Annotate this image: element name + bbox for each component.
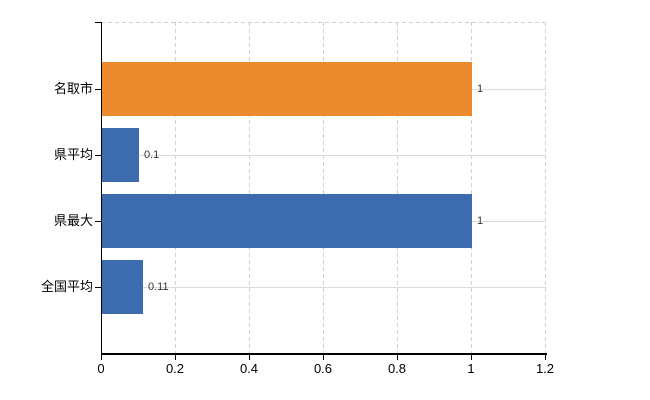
x-axis-tick <box>323 355 324 360</box>
x-axis-tick <box>397 355 398 360</box>
x-axis-tick <box>249 355 250 360</box>
x-gridline <box>249 22 250 353</box>
category-label: 県平均 <box>53 147 93 162</box>
x-tick-label: 0.6 <box>313 361 333 376</box>
x-axis-tick <box>471 355 472 360</box>
x-gridline <box>397 22 398 353</box>
bar-3 <box>102 194 472 248</box>
bar-value-label: 0.11 <box>148 281 169 293</box>
x-axis-tick <box>175 355 176 360</box>
category-label: 全国平均 <box>40 279 93 294</box>
y-axis-line <box>101 22 102 354</box>
y-axis-tick <box>95 287 101 288</box>
x-gridline <box>323 22 324 353</box>
bar-value-label: 1 <box>477 83 484 95</box>
x-tick-label: 1.2 <box>535 361 555 376</box>
x-gridline <box>545 22 546 353</box>
x-tick-label: 0 <box>97 361 105 376</box>
x-tick-label: 0.4 <box>239 361 259 376</box>
x-axis-tick <box>545 355 546 360</box>
x-axis-tick <box>101 355 102 360</box>
x-gridline <box>175 22 176 353</box>
x-tick-label: 0.8 <box>387 361 407 376</box>
x-axis-line <box>101 353 547 355</box>
bar-2 <box>102 128 139 182</box>
y-axis-end-tick <box>95 22 101 23</box>
bar-4 <box>102 260 143 314</box>
category-label: 県最大 <box>53 213 93 228</box>
bar-value-label: 0.1 <box>144 149 160 161</box>
bar-1 <box>102 62 472 116</box>
y-axis-tick <box>95 89 101 90</box>
bar-value-label: 1 <box>477 215 484 227</box>
category-gridline <box>102 287 546 288</box>
x-gridline <box>471 22 472 353</box>
category-gridline <box>102 155 546 156</box>
x-tick-label: 0.2 <box>165 361 185 376</box>
category-label: 名取市 <box>53 81 93 96</box>
x-tick-label: 1 <box>467 361 475 376</box>
y-axis-tick <box>95 155 101 156</box>
y-axis-tick <box>95 221 101 222</box>
